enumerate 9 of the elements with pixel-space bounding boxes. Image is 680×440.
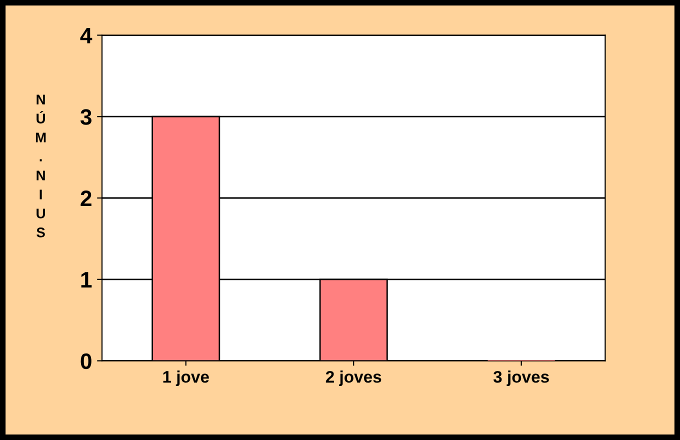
y-tick-label: 3: [80, 109, 92, 125]
y-tick-label: 0: [80, 353, 92, 370]
y-tick-label: 1: [81, 272, 92, 288]
x-tick-label: 2 joves: [326, 370, 382, 386]
y-tick-label: 4: [80, 28, 92, 44]
text: NÚM.NIUS: [36, 94, 46, 238]
x-tick-label: 1 jove: [163, 370, 209, 386]
x-tick-label: 3 joves: [493, 370, 549, 386]
y-tick-label: 2: [80, 190, 92, 206]
